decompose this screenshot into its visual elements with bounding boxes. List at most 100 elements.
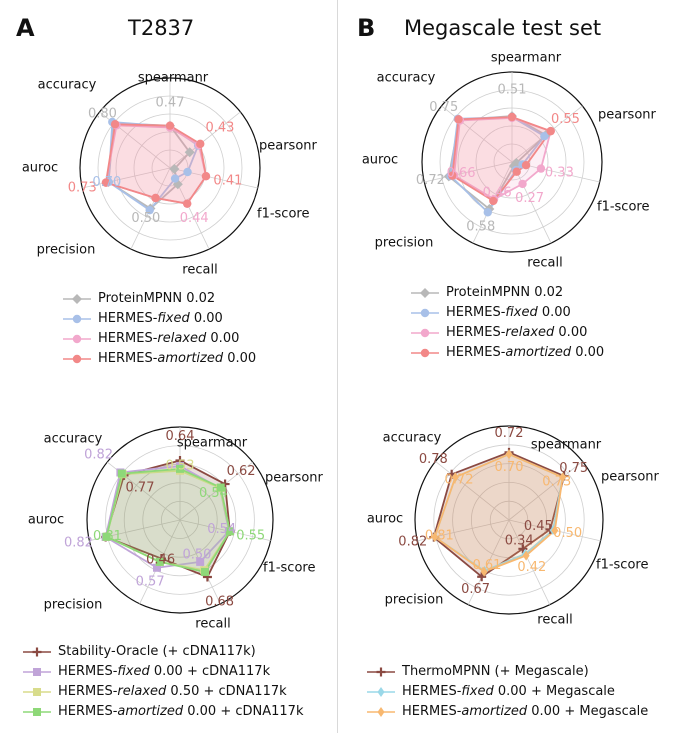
- panel-divider: [337, 0, 338, 733]
- axis-label-spearmanr: spearmanr: [491, 51, 562, 66]
- legend-swatch-icon: [411, 348, 439, 358]
- legend-label: HERMES-fixed 0.00 + Megascale: [402, 684, 615, 699]
- value-label: 0.82: [64, 536, 93, 551]
- value-label: 0.77: [126, 481, 155, 496]
- axis-label-accuracy: accuracy: [377, 71, 436, 86]
- data-point: [480, 566, 488, 577]
- legend-entry: HERMES-relaxed 0.50 + cDNA117k: [22, 682, 303, 702]
- value-label: 0.70: [92, 175, 121, 190]
- value-label: 0.75: [429, 100, 458, 115]
- axis-label-pearsonr: pearsonr: [601, 470, 660, 485]
- radar-chart-1: spearmanr pearsonr f1-score recall precision…: [362, 51, 657, 271]
- legend-marker-icon: [72, 334, 82, 344]
- value-label: 0.50: [131, 211, 160, 226]
- data-point: [110, 120, 120, 129]
- radar-chart-0: spearmanr pearsonr f1-score recall precision…: [22, 71, 318, 278]
- radar-spoke: [508, 461, 583, 521]
- data-point: [152, 563, 161, 572]
- axis-label-auroc: auroc: [362, 153, 398, 168]
- data-point: [489, 196, 498, 206]
- axis-label-accuracy: accuracy: [383, 431, 442, 446]
- series-outline-2: [453, 117, 552, 201]
- value-label: 0.43: [205, 121, 234, 136]
- value-label: 0.82: [84, 448, 113, 463]
- value-label: 0.68: [205, 595, 234, 610]
- legend-label: HERMES-amortized 0.00 + Megascale: [402, 704, 649, 719]
- value-label: 0.55: [236, 529, 265, 544]
- legend-entry: ProteinMPNN 0.02: [410, 283, 604, 303]
- data-point: [512, 167, 521, 176]
- data-point: [151, 193, 160, 203]
- data-point: [183, 167, 192, 177]
- legend-swatch-icon: [23, 708, 51, 716]
- legend-marker-icon: [376, 667, 386, 677]
- legend-label: HERMES-fixed 0.00: [98, 311, 223, 326]
- axis-label-spearmanr: spearmanr: [531, 438, 602, 453]
- data-point: [518, 179, 527, 189]
- data-point: [536, 164, 546, 173]
- legend-label: HERMES-relaxed 0.50 + cDNA117k: [58, 684, 287, 699]
- legend-marker-icon: [33, 708, 41, 716]
- legend-marker-icon: [420, 288, 430, 298]
- value-label: 0.55: [551, 112, 580, 127]
- data-point: [101, 178, 111, 187]
- legend-swatch-icon: [63, 334, 91, 344]
- value-label: 0.72: [416, 173, 445, 188]
- data-point: [184, 147, 195, 158]
- value-label: 0.73: [68, 181, 97, 196]
- radar-chart-2: spearmanr pearsonr f1-score recall precision…: [28, 426, 324, 632]
- legend-swatch-icon: [411, 308, 439, 318]
- data-point: [454, 115, 463, 124]
- axis-label-precision: precision: [385, 593, 444, 608]
- panel-title-a: T2837: [128, 16, 195, 40]
- legend-entry: HERMES-fixed 0.00: [62, 309, 256, 329]
- legend-marker-icon: [420, 348, 430, 358]
- legend-marker-icon: [33, 688, 41, 696]
- legend-megascale-trained: ThermoMPNN (+ Megascale) HERMES-fixed 0.0…: [366, 662, 648, 722]
- data-point: [546, 126, 555, 136]
- radar-spoke: [508, 519, 551, 605]
- legend-label: HERMES-amortized 0.00 + cDNA117k: [58, 704, 304, 719]
- axis-label-recall: recall: [537, 613, 572, 628]
- axis-label-pearsonr: pearsonr: [598, 108, 657, 123]
- series-outline-3: [105, 467, 231, 573]
- legend-entry: Stability-Oracle (+ cDNA117k): [22, 642, 303, 662]
- data-point: [117, 469, 126, 478]
- data-point: [518, 544, 528, 554]
- data-point: [551, 525, 559, 536]
- value-label: 0.58: [466, 219, 495, 234]
- value-label: 0.70: [495, 460, 524, 475]
- data-point: [431, 531, 439, 542]
- axis-label-pearsonr: pearsonr: [259, 139, 318, 154]
- panel-label-a: A: [16, 14, 35, 42]
- value-label: 0.82: [398, 534, 427, 549]
- legend-entry: HERMES-fixed 0.00: [410, 303, 604, 323]
- value-label: 0.73: [542, 474, 571, 489]
- legend-label: HERMES-fixed 0.00 + cDNA117k: [58, 664, 271, 679]
- radar-spoke: [441, 105, 513, 163]
- legend-marker-icon: [33, 668, 41, 676]
- value-label: 0.80: [88, 107, 117, 122]
- data-point: [196, 139, 205, 149]
- legend-swatch-icon: [63, 294, 91, 304]
- axis-label-f1-score: f1-score: [597, 200, 649, 215]
- value-label: 0.46: [483, 185, 512, 200]
- value-label: 0.66: [447, 166, 476, 181]
- value-label: 0.72: [445, 473, 474, 488]
- data-point: [196, 557, 205, 566]
- axis-label-spearmanr: spearmanr: [138, 71, 209, 86]
- value-label: 0.75: [559, 461, 588, 476]
- legend-megascale: ProteinMPNN 0.02 HERMES-fixed 0.00 HERMES-…: [410, 283, 604, 363]
- data-point: [182, 199, 192, 208]
- axis-label-accuracy: accuracy: [44, 432, 103, 447]
- data-point: [145, 205, 154, 215]
- data-point: [521, 161, 531, 170]
- legend-swatch-icon: [411, 288, 439, 298]
- panel-title-b: Megascale test set: [404, 16, 602, 40]
- value-label: 0.42: [517, 560, 546, 575]
- legend-swatch-icon: [367, 667, 395, 677]
- legend-marker-icon: [420, 328, 430, 338]
- value-label: 0.72: [495, 426, 524, 441]
- axis-label-recall: recall: [182, 263, 217, 278]
- legend-marker-icon: [72, 314, 82, 324]
